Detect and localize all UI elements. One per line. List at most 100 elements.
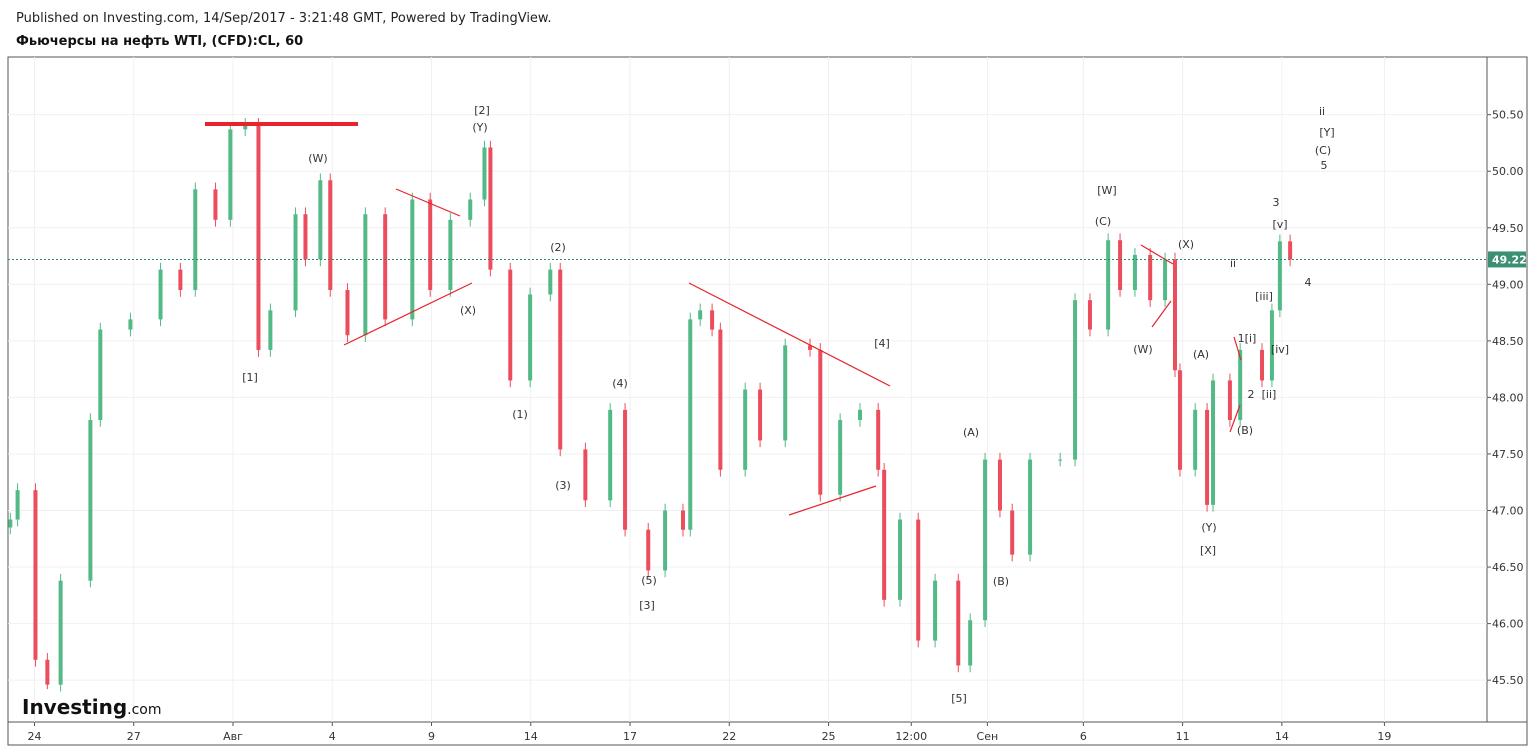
candle-body [857,409,862,421]
candle-body [178,269,183,290]
candle-body [1148,254,1153,301]
wave-label: (W) [1133,343,1152,356]
wave-label: [X] [1200,544,1216,557]
candle-body [98,329,103,421]
wave-label: [Y] [1319,126,1334,139]
y-tick-label: 48.50 [1492,335,1524,348]
candle-body [758,389,763,441]
wave-label: 3 [1273,196,1280,209]
wave-label: (B) [1237,424,1253,437]
y-tick-label: 48.00 [1492,391,1524,404]
y-tick-label: 47.50 [1492,448,1524,461]
wave-label: [W] [1097,184,1116,197]
candle-body [45,659,50,685]
candle-body [1269,310,1274,381]
candle-body [743,389,748,470]
candles [8,118,1293,692]
candle-body [268,310,273,350]
wave-label: [3] [639,599,655,612]
trend-line [1233,336,1242,361]
chart-title: Фьючерсы на нефть WTI, (CFD):CL, 60 [16,34,303,49]
x-tick-label: 14 [1275,730,1289,743]
wave-label: (A) [1193,348,1209,361]
candle-body [363,214,368,336]
trend-line [1151,300,1172,328]
candle-body [876,409,881,470]
wave-label: (W) [308,152,327,165]
y-tick-label: 46.50 [1492,561,1524,574]
trend-line [395,188,461,217]
candle-body [1028,459,1033,555]
candle-body [718,329,723,470]
candle-body [213,189,218,220]
wave-label: 2 [1248,388,1255,401]
x-tick-label: 9 [428,730,435,743]
candle-body [15,490,20,520]
wave-label: (3) [555,479,571,492]
trend-line [688,282,891,387]
wave-labels: [1] (W) [2] (Y) (X) (2) (1) (4) (3) (5) [3] [4] (A) (… [242,104,1334,705]
x-tick-label: 14 [524,730,538,743]
candle-body [710,310,715,330]
trend-line [1140,244,1174,265]
wave-label: [2] [474,104,490,117]
candle-body [88,420,93,581]
candle-body [968,620,973,666]
candle-body [1177,370,1182,470]
candle-body [1238,349,1243,421]
candle-body [256,124,261,350]
candle-body [688,319,693,530]
x-tick-label: Сен [977,730,999,743]
y-tick-label: 47.00 [1492,505,1524,518]
candle-body [1205,409,1210,505]
candle-body [1118,240,1123,290]
wave-label: (B) [993,575,1009,588]
logo: Investing.com [22,695,162,719]
candle-body [33,490,38,660]
wave-label: [5] [951,692,967,705]
candle-body [128,319,133,330]
candle-body [916,519,921,641]
candle-body [428,199,433,290]
wave-label: (C) [1095,215,1111,228]
candle-body [1087,300,1092,330]
y-tick-label: 49.00 [1492,278,1524,291]
wave-label: (Y) [472,121,487,134]
candle-body [1172,259,1177,371]
wave-label: (5) [641,574,657,587]
candle-body [158,269,163,320]
candle-body [1010,510,1015,555]
candle-body [608,409,613,501]
candle-body [1277,241,1282,311]
wave-label: (4) [612,377,628,390]
x-tick-label: 24 [27,730,41,743]
candle-body [548,269,553,295]
wave-label: 1[i] [1238,332,1257,345]
candle-body [293,214,298,311]
logo-suffix: .com [127,702,161,718]
candle-body [508,269,513,381]
y-tick-label: 46.00 [1492,618,1524,631]
wave-label: [1] [242,371,258,384]
chart-frame [7,56,1528,746]
candle-body [1211,380,1216,505]
candle-body [1073,300,1078,460]
wave-label: (A) [963,426,979,439]
candle-body [663,510,668,571]
candle-body [193,189,198,290]
y-tick-label: 50.00 [1492,165,1524,178]
x-tick-label: 17 [623,730,637,743]
candle-body [558,269,563,450]
candle-body [243,124,248,130]
candle-body [8,519,13,528]
candle-body [345,289,350,336]
candle-body [1288,241,1293,260]
wave-label: [iii] [1255,290,1273,303]
candle-body [318,180,323,260]
trend-line [788,485,877,516]
candle-body [623,409,628,530]
y-tick-label: 50.50 [1492,109,1524,122]
wave-label: (1) [512,408,528,421]
